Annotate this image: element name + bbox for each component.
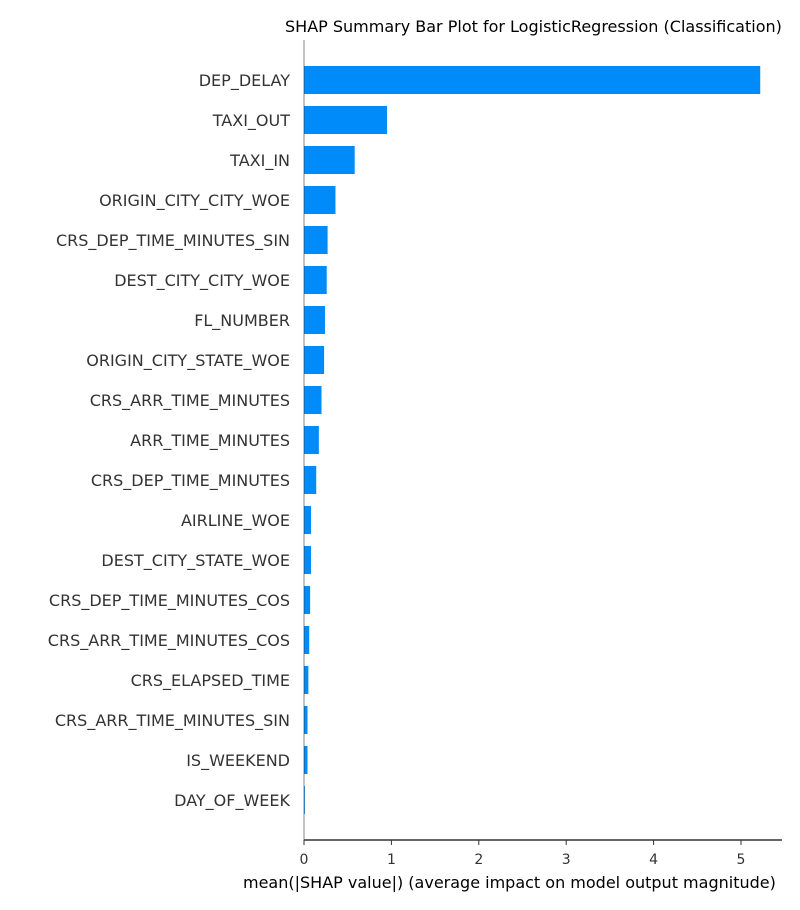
x-axis-label: mean(|SHAP value|) (average impact on mo…	[243, 873, 776, 892]
x-ticks-group: 0 1 2 3 4 5	[300, 840, 746, 868]
feature-label: CRS_ELAPSED_TIME	[131, 671, 290, 691]
chart-title: SHAP Summary Bar Plot for LogisticRegres…	[285, 17, 782, 36]
feature-label: CRS_DEP_TIME_MINUTES	[91, 471, 290, 491]
bar-dep-delay	[304, 66, 761, 94]
bar-crs-arr-time-minutes	[304, 386, 322, 414]
feature-labels-group: DEP_DELAY TAXI_OUT TAXI_IN ORIGIN_CITY_CITY…	[48, 71, 291, 811]
feature-label: ORIGIN_CITY_STATE_WOE	[86, 351, 290, 371]
bar-taxi-in	[304, 146, 355, 174]
bar-dest-city-state-woe	[304, 546, 311, 574]
feature-label: CRS_DEP_TIME_MINUTES_COS	[49, 591, 290, 611]
x-tick-label: 2	[474, 852, 483, 868]
feature-label: FL_NUMBER	[194, 311, 290, 331]
feature-label: DEST_CITY_STATE_WOE	[101, 551, 290, 571]
feature-label: TAXI_IN	[229, 151, 290, 171]
bar-crs-elapsed-time	[304, 666, 309, 694]
bar-airline-woe	[304, 506, 311, 534]
bar-origin-city-city-woe	[304, 186, 336, 214]
bar-taxi-out	[304, 106, 388, 134]
feature-label: CRS_ARR_TIME_MINUTES_SIN	[55, 711, 290, 731]
feature-label: ARR_TIME_MINUTES	[130, 431, 290, 451]
x-tick-label: 5	[737, 852, 746, 868]
feature-label: DEP_DELAY	[199, 71, 290, 91]
bar-crs-arr-time-minutes-cos	[304, 626, 310, 654]
bar-crs-dep-time-minutes	[304, 466, 317, 494]
feature-label: ORIGIN_CITY_CITY_WOE	[99, 191, 290, 211]
feature-label: CRS_ARR_TIME_MINUTES	[90, 391, 290, 411]
x-tick-label: 3	[562, 852, 571, 868]
bar-dest-city-city-woe	[304, 266, 327, 294]
bars-group	[304, 66, 761, 814]
bar-crs-dep-time-minutes-cos	[304, 586, 311, 614]
feature-label: AIRLINE_WOE	[181, 511, 290, 531]
feature-label: DAY_OF_WEEK	[174, 791, 290, 811]
bar-crs-arr-time-minutes-sin	[304, 706, 308, 734]
x-tick-label: 0	[300, 852, 309, 868]
bar-is-weekend	[304, 746, 308, 774]
x-tick-label: 4	[649, 852, 658, 868]
bar-origin-city-state-woe	[304, 346, 325, 374]
bar-fl-number	[304, 306, 325, 334]
x-tick-label: 1	[387, 852, 396, 868]
feature-label: CRS_DEP_TIME_MINUTES_SIN	[56, 231, 290, 251]
bar-crs-dep-time-minutes-sin	[304, 226, 328, 254]
feature-label: CRS_ARR_TIME_MINUTES_COS	[48, 631, 290, 651]
feature-label: IS_WEEKEND	[186, 751, 290, 771]
bar-arr-time-minutes	[304, 426, 319, 454]
feature-label: TAXI_OUT	[212, 111, 290, 131]
feature-label: DEST_CITY_CITY_WOE	[114, 271, 290, 291]
